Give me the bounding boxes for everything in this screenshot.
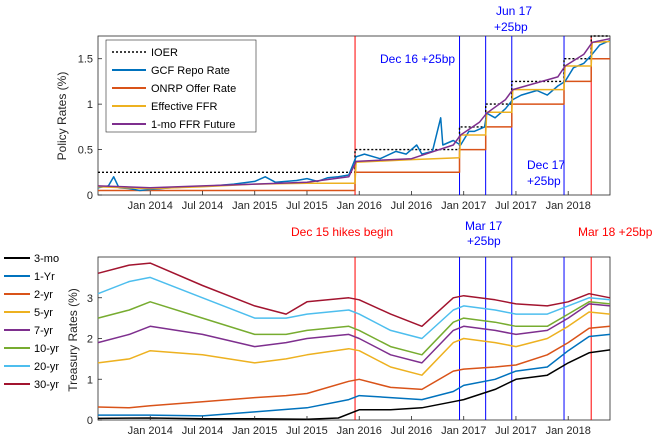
policy-x-tick-label: Jan 2017: [441, 200, 486, 212]
policy-x-tick-label: Jul 2014: [182, 200, 224, 212]
annotation-mar18: Mar 18 +25bp: [578, 225, 653, 239]
treasury-x-tick-label: Jul 2017: [495, 425, 537, 437]
policy-rates-panel: 0 0.5 1 1.5 Jan 2014 Jul 2014 Jan 2015 Jul 201…: [55, 35, 611, 212]
treasury-x-tick-label: Jul 2015: [286, 425, 328, 437]
legend-label-ffr-future: 1-mo FFR Future: [151, 119, 235, 131]
legend-label-7yr: 7-yr: [34, 325, 53, 337]
series-line-1-yr: [98, 333, 611, 417]
policy-y-tick-label: 1: [87, 99, 93, 111]
annotation-jun17-line2: +25bp: [494, 20, 528, 34]
policy-rates-legend-box: [105, 39, 257, 133]
treasury-y-tick-label: 3: [87, 293, 93, 305]
treasury-rates-plot-area: [97, 256, 611, 421]
legend-label-1yr: 1-Yr: [34, 271, 55, 283]
treasury-x-tick-label: Jan 2018: [546, 425, 591, 437]
policy-x-tick-label: Jan 2018: [546, 200, 591, 212]
policy-rates-x-ticks: Jan 2014 Jul 2014 Jan 2015 Jul 2015 Jan 2016…: [128, 191, 591, 212]
series-line-5-yr: [97, 311, 611, 376]
treasury-rates-x-ticks: Jan 2014 Jul 2014 Jan 2015 Jul 2015 Jan 2016…: [128, 416, 591, 437]
annotation-dec17-line1: Dec 17: [527, 158, 565, 172]
policy-x-tick-label: Jan 2014: [128, 200, 173, 212]
policy-y-tick-label: 0.5: [78, 145, 93, 157]
legend-label-2yr: 2-yr: [34, 289, 53, 301]
treasury-y-tick-label: 2: [87, 334, 93, 346]
policy-y-tick-label: 1.5: [78, 54, 93, 66]
legend-label-30yr: 30-yr: [34, 379, 59, 391]
legend-label-gcf-repo: GCF Repo Rate: [151, 65, 230, 77]
treasury-y-tick-label: 1: [87, 374, 93, 386]
treasury-x-tick-label: Jul 2014: [182, 425, 224, 437]
treasury-rates-series: [97, 262, 611, 420]
treasury-rates-legend: 3-mo 1-Yr 2-yr 5-yr 7-yr 10-yr 20-yr 30-…: [4, 253, 59, 391]
series-line-20-yr: [97, 276, 611, 340]
policy-x-tick-label: Jan 2015: [232, 200, 277, 212]
treasury-x-tick-label: Jan 2016: [337, 425, 382, 437]
policy-rates-y-axis-label: Policy Rates (%): [55, 72, 69, 161]
legend-label-3mo: 3-mo: [34, 253, 59, 265]
legend-label-onrp: ONRP Offer Rate: [151, 83, 236, 95]
legend-label-effr: Effective FFR: [151, 101, 217, 113]
legend-label-ioer: IOER: [151, 47, 178, 59]
series-line-10-yr: [97, 301, 611, 356]
policy-x-tick-label: Jul 2016: [391, 200, 433, 212]
treasury-rates-y-ticks: 0 1 2 3: [87, 293, 102, 427]
treasury-x-tick-label: Jan 2014: [128, 425, 173, 437]
series-line-7-yr: [97, 303, 611, 364]
legend-label-5yr: 5-yr: [34, 307, 53, 319]
legend-label-20yr: 20-yr: [34, 361, 59, 373]
annotation-jun17-line1: Jun 17: [496, 4, 532, 18]
policy-x-tick-label: Jan 2016: [337, 200, 382, 212]
series-line-onrp-offer-rate: [98, 57, 610, 192]
annotation-dec15: Dec 15 hikes begin: [291, 225, 393, 239]
annotation-dec17-line2: +25bp: [527, 174, 561, 188]
policy-rates-series: [97, 35, 611, 192]
annotation-dec16: Dec 16 +25bp: [380, 52, 455, 66]
annotation-mar17-line1: Mar 17: [465, 219, 503, 233]
policy-x-tick-label: Jul 2017: [495, 200, 537, 212]
legend-label-10yr: 10-yr: [34, 343, 59, 355]
annotation-mar17-line2: +25bp: [467, 234, 501, 248]
treasury-x-tick-label: Jul 2016: [391, 425, 433, 437]
event-annotations: Dec 15 hikes begin Dec 16 +25bp Mar 17 +…: [291, 4, 653, 248]
treasury-x-tick-label: Jan 2017: [441, 425, 486, 437]
series-line-30-yr: [97, 262, 611, 328]
policy-y-tick-label: 0: [87, 190, 93, 202]
treasury-x-tick-label: Jan 2015: [232, 425, 277, 437]
policy-x-tick-label: Jul 2015: [286, 200, 328, 212]
series-line-3-mo: [97, 349, 611, 420]
series-line-1-mo-ffr-future: [97, 37, 611, 189]
treasury-rates-y-axis-label: Treasury Rates (%): [66, 288, 80, 392]
treasury-y-tick-label: 0: [87, 415, 93, 427]
policy-rates-y-ticks: 0 0.5 1 1.5: [78, 54, 102, 202]
series-line-2-yr: [97, 325, 611, 409]
policy-rates-legend: IOER GCF Repo Rate ONRP Offer Rate Effec…: [105, 39, 257, 133]
